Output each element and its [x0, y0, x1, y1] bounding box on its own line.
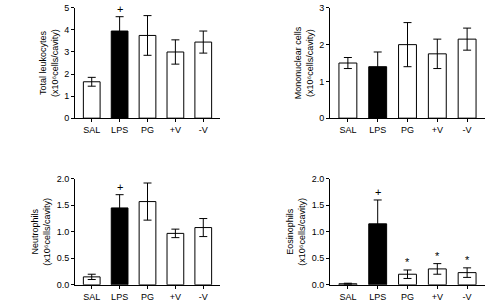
- svg-text:2.0: 2.0: [312, 174, 325, 184]
- svg-text:LPS: LPS: [111, 125, 128, 135]
- svg-text:2: 2: [319, 40, 324, 50]
- svg-text:LPS: LPS: [111, 292, 128, 302]
- svg-text:0.5: 0.5: [312, 253, 325, 263]
- svg-text:3: 3: [64, 47, 69, 57]
- svg-text:1.5: 1.5: [57, 200, 70, 210]
- svg-text:SAL: SAL: [339, 125, 356, 135]
- svg-text:2: 2: [64, 69, 69, 79]
- svg-text:1: 1: [319, 77, 324, 87]
- svg-text:-V: -V: [463, 125, 472, 135]
- svg-text:+: +: [117, 3, 123, 15]
- svg-text:0.5: 0.5: [57, 253, 70, 263]
- svg-text:*: *: [405, 256, 410, 268]
- svg-text:LPS: LPS: [369, 292, 386, 302]
- svg-text:+V: +V: [170, 292, 181, 302]
- svg-text:PG: PG: [401, 292, 414, 302]
- svg-text:Mononuclear cells(x10⁶cells/ca: Mononuclear cells(x10⁶cells/cavity): [293, 26, 315, 99]
- svg-text:1: 1: [64, 91, 69, 101]
- svg-text:4: 4: [64, 25, 69, 35]
- svg-text:-V: -V: [199, 125, 208, 135]
- svg-text:SAL: SAL: [339, 292, 356, 302]
- svg-text:0.0: 0.0: [57, 280, 70, 290]
- svg-text:0: 0: [319, 113, 324, 123]
- svg-text:Neutrophils(x10⁶cells/cavity): Neutrophils(x10⁶cells/cavity): [30, 198, 52, 266]
- svg-text:+: +: [375, 186, 381, 198]
- svg-text:0.0: 0.0: [312, 280, 325, 290]
- svg-text:PG: PG: [141, 125, 154, 135]
- svg-text:-V: -V: [463, 292, 472, 302]
- svg-text:3: 3: [319, 3, 324, 13]
- svg-text:Total leukocytes(x10⁶cells/cav: Total leukocytes(x10⁶cells/cavity): [38, 29, 60, 97]
- svg-text:+V: +V: [170, 125, 181, 135]
- svg-text:2.0: 2.0: [57, 174, 70, 184]
- svg-text:+: +: [117, 181, 123, 193]
- svg-text:PG: PG: [401, 125, 414, 135]
- svg-text:LPS: LPS: [369, 125, 386, 135]
- svg-text:-V: -V: [199, 292, 208, 302]
- svg-text:+V: +V: [432, 125, 443, 135]
- svg-text:*: *: [465, 254, 470, 266]
- svg-text:SAL: SAL: [83, 125, 100, 135]
- svg-text:1.5: 1.5: [312, 200, 325, 210]
- svg-text:1.0: 1.0: [57, 227, 70, 237]
- svg-text:1.0: 1.0: [312, 227, 325, 237]
- svg-text:*: *: [435, 250, 440, 262]
- svg-text:5: 5: [64, 3, 69, 13]
- svg-text:+V: +V: [432, 292, 443, 302]
- svg-text:0: 0: [64, 113, 69, 123]
- svg-text:PG: PG: [141, 292, 154, 302]
- svg-text:SAL: SAL: [83, 292, 100, 302]
- svg-text:Eosinophils(x10⁶cells/cavity): Eosinophils(x10⁶cells/cavity): [285, 198, 307, 266]
